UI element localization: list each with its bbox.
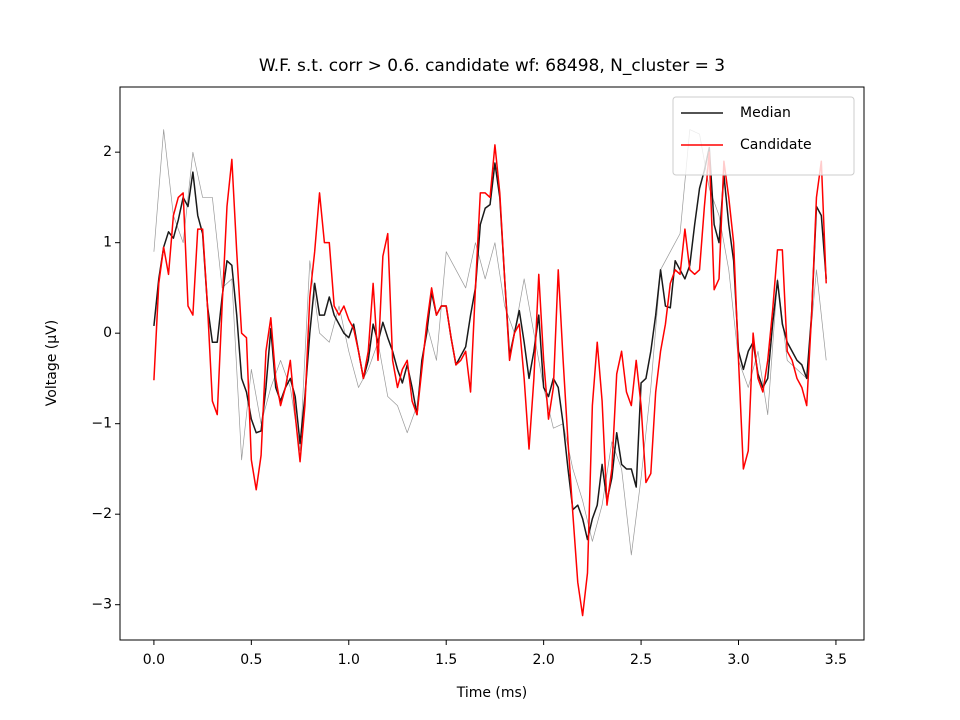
x-tick-label: 1.5 [435,652,457,668]
series-line [153,146,827,541]
x-tick-label: 0.5 [240,652,262,668]
x-tick-label: 3.5 [825,652,847,668]
legend-label: Candidate [740,137,812,153]
y-tick-label: 2 [103,144,112,160]
y-tick-label: −2 [91,506,112,522]
y-tick-label: −3 [91,597,112,613]
plot-frame [119,86,865,641]
legend-label: Median [740,105,791,121]
x-axis-label: Time (ms) [456,685,528,701]
y-tick-label: 1 [103,235,112,251]
chart-title: W.F. s.t. corr > 0.6. candidate wf: 6849… [259,56,725,76]
y-tick-label: −1 [91,416,112,432]
x-tick-label: 2.0 [533,652,555,668]
y-tick-label: 0 [103,325,112,341]
legend-box [672,96,855,176]
x-tick-label: 1.0 [338,652,360,668]
series-line [153,144,827,617]
trace-line [153,129,827,556]
x-tick-label: 3.0 [727,652,749,668]
y-axis-label: Voltage (μV) [44,320,60,406]
x-tick-label: 0.0 [143,652,165,668]
x-tick-label: 2.5 [630,652,652,668]
